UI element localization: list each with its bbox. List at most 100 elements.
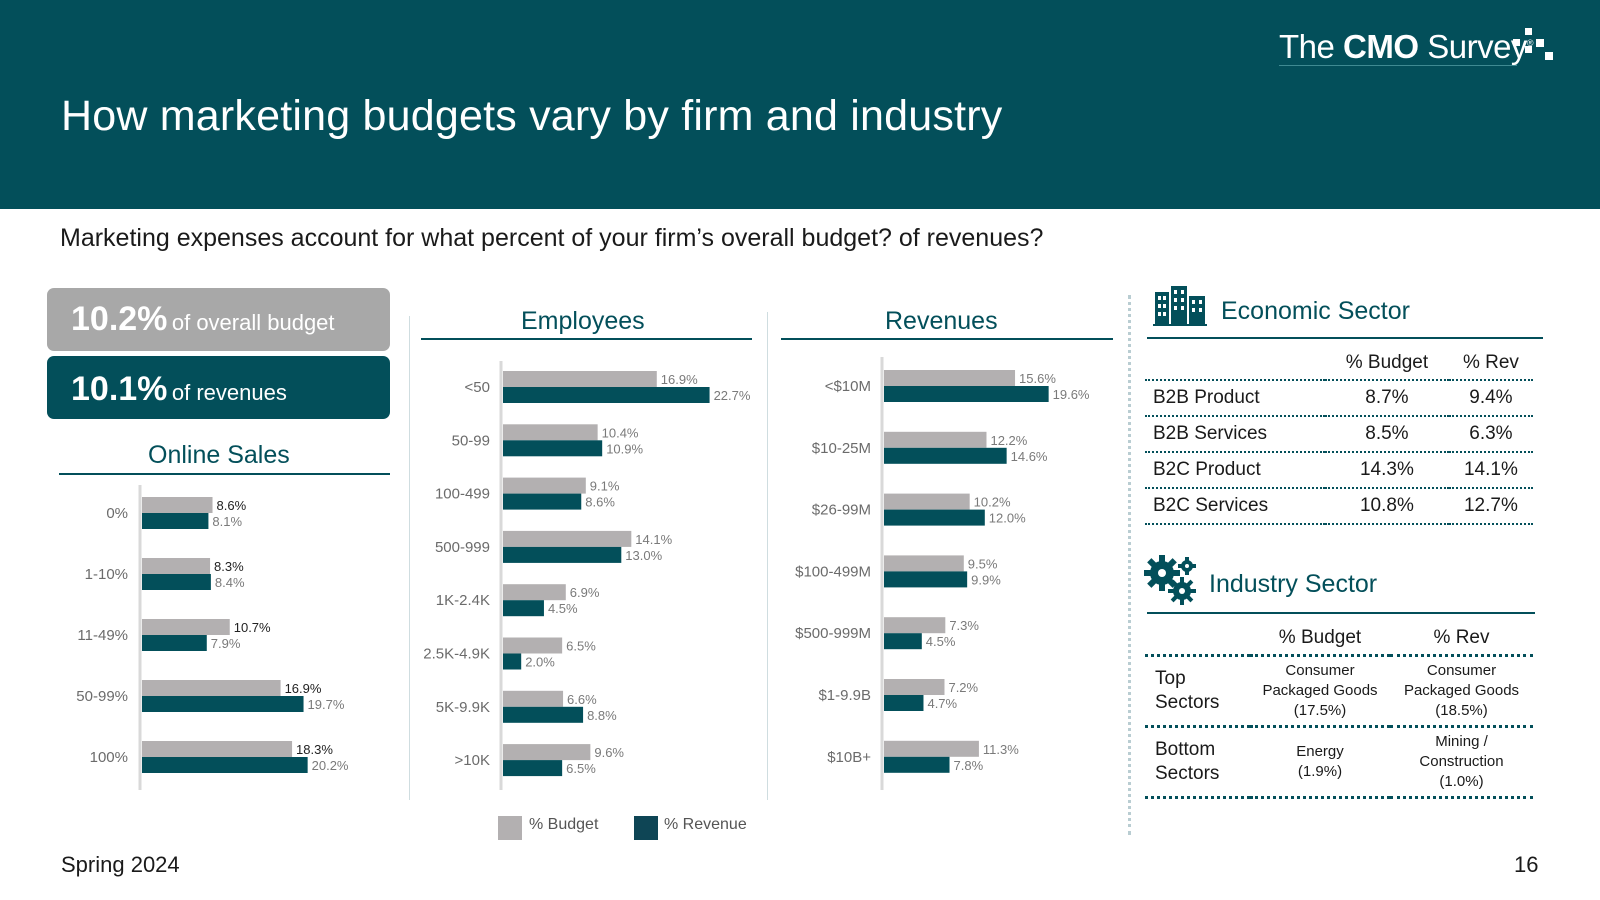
revenues-revenue-value-label: 12.0% [989,511,1026,526]
buildings-icon [1153,286,1207,326]
page-title: How marketing budgets vary by firm and i… [61,92,1003,140]
top-label-line: Top [1155,667,1186,689]
online-sales-revenue-bar [142,574,211,590]
online-sales-category-label: 1-10% [85,566,128,583]
revenues-budget-value-label: 11.3% [983,742,1019,757]
section-divider [1128,295,1131,835]
revenues-revenue-bar [884,571,968,588]
employees-revenue-value-label: 10.9% [606,441,643,456]
online-sales-category-label: 0% [106,505,128,522]
revenues-revenue-bar [884,386,1049,402]
table-row: B2C Services 10.8% 12.7% [1145,487,1533,525]
revenue-stat-box: 10.1% of revenues [47,356,390,419]
revenues-revenue-bar [884,633,922,650]
bottom-label-line: Bottom [1155,738,1216,760]
table-header-cell [1145,622,1250,657]
employees-category-label: 50-99 [452,432,490,449]
row-rev: 6.3% [1448,415,1533,452]
employees-budget-value-label: 6.6% [567,692,597,707]
cell-line: Consumer [1285,661,1355,679]
cell-line: Packaged Goods [1403,681,1520,699]
revenues-revenue-bar [884,756,950,773]
row-label: B2B Services [1145,415,1325,452]
online-sales-revenue-value-label: 19.7% [308,697,345,712]
employees-category-label: 500-999 [435,539,490,556]
logo-square-icon [1525,46,1532,53]
table-header-cell [1145,347,1325,380]
online-sales-rule [59,473,390,475]
online-sales-revenue-value-label: 8.4% [215,575,245,590]
employees-budget-bar [503,637,563,654]
employees-budget-bar [503,371,657,387]
employees-category-label: 1K-2.4K [436,592,490,609]
revenues-revenue-value-label: 9.9% [971,572,1001,587]
cell-line: Construction [1419,752,1504,770]
chart-separator [767,312,768,800]
employees-budget-value-label: 6.9% [570,585,600,600]
cell-line: Energy [1296,742,1344,760]
online-sales-category-label: 11-49% [77,627,128,644]
logo-square-icon [1545,52,1553,60]
online-sales-revenue-bar [142,635,207,651]
col-rev-header: % Rev [1390,622,1533,657]
revenues-category-label: $500-999M [795,625,871,642]
employees-revenue-value-label: 22.7% [714,388,751,403]
employees-revenue-value-label: 8.6% [585,495,615,510]
revenues-budget-value-label: 7.3% [949,618,979,633]
table-row-bottom: Bottom Sectors Energy (1.9%) Mining / Co… [1145,726,1533,799]
revenues-budget-value-label: 7.2% [948,680,978,695]
revenues-budget-bar [884,617,946,634]
employees-budget-value-label: 9.6% [594,745,624,760]
row-label: B2C Services [1145,487,1325,525]
online-sales-budget-bar [142,497,213,513]
cell-line: (1.0%) [1439,772,1484,790]
revenues-budget-bar [884,740,979,757]
employees-budget-value-label: 16.9% [661,372,698,387]
revenue-stat-value: 10.1% [71,370,168,408]
online-sales-budget-value-label: 8.3% [214,559,244,574]
cell-line: Consumer [1426,661,1497,679]
bottom-label-line: Sectors [1155,762,1220,784]
employees-revenue-bar [503,546,622,563]
legend-revenue-swatch [634,816,658,840]
online-sales-budget-value-label: 18.3% [296,742,333,757]
page-number: 16 [1514,852,1539,877]
employees-revenue-bar [503,387,710,403]
row-budget: 8.7% [1325,379,1449,416]
footer-season: Spring 2024 [61,852,180,877]
online-sales-budget-value-label: 16.9% [285,681,322,696]
industry-sector-title: Industry Sector [1209,570,1378,598]
revenues-revenue-bar [884,509,985,526]
online-sales-revenue-bar [142,696,304,712]
online-sales-budget-value-label: 8.6% [217,498,247,513]
revenues-budget-bar [884,555,964,572]
table-header-row: % Budget % Rev [1145,347,1533,380]
online-sales-revenue-value-label: 8.1% [212,514,242,529]
cell-line: (1.9%) [1297,762,1343,780]
revenue-stat-label: of revenues [171,380,287,405]
revenues-budget-value-label: 9.5% [968,556,998,571]
gears-icon [1144,555,1196,605]
employees-revenue-value-label: 8.8% [587,708,617,723]
economic-sector-table: % Budget % Rev B2B Product 8.7% 9.4% B2B… [1145,347,1533,525]
online-sales-revenue-bar [142,513,209,529]
legend-budget-swatch [498,816,522,840]
employees-category-label: 2.5K-4.9K [423,646,490,663]
employees-revenue-bar [503,653,522,670]
chart-separator [409,316,410,800]
bottom-sectors-label: Bottom Sectors [1145,726,1250,799]
budget-stat-label: of overall budget [171,310,335,335]
header-banner: How marketing budgets vary by firm and i… [0,0,1600,209]
table-row: B2B Services 8.5% 6.3% [1145,415,1533,452]
employees-budget-bar [503,424,598,441]
online-sales-category-label: 100% [90,749,128,766]
top-label-line: Sectors [1155,691,1220,713]
employees-budget-bar [503,584,566,601]
col-budget-header: % Budget [1345,352,1429,373]
online-sales-revenue-bar [142,757,308,773]
revenues-revenue-bar [884,447,1007,464]
revenues-revenue-bar [884,695,924,711]
revenues-category-label: <$10M [825,378,871,395]
cmo-survey-logo: The CMO Survey® [1279,26,1579,72]
employees-category-label: <50 [465,379,490,396]
